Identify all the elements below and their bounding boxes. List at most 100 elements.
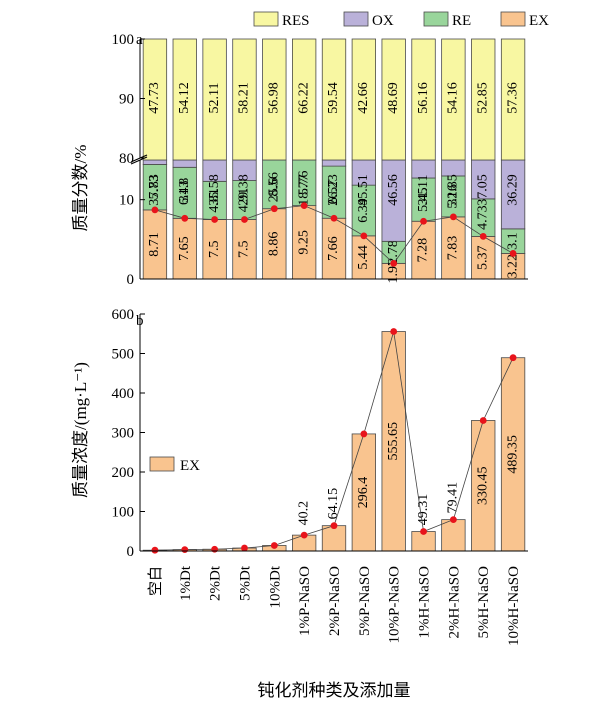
panel-b-bars: 40.2 64.15 296.4 555.65 49.31 79.41 330.45 489.… [142, 331, 526, 552]
data-label-ex: 1.97 [386, 259, 401, 284]
y-tick-label: 200 [112, 465, 135, 481]
data-label-res: 47.73 [147, 82, 162, 114]
bar-segment-res [232, 38, 257, 161]
data-label-ox: 18.77 [296, 174, 311, 206]
panel-a-ex-line [151, 202, 517, 267]
data-label-ox: 29.38 [237, 174, 252, 206]
data-label-re: 6.39 [356, 198, 371, 223]
data-label-ex: 64.15 [326, 488, 341, 520]
data-label-ex: 49.31 [416, 494, 431, 526]
ex-point [181, 214, 189, 222]
y-tick-label: 0 [127, 544, 135, 560]
data-label-ox: 32.85 [446, 174, 461, 206]
data-label-ex: 489.35 [505, 435, 520, 474]
data-label-ex: 9.25 [296, 230, 311, 255]
ex-point [509, 250, 517, 257]
panel-b-y-axis-title: 质量浓度/(mg·L⁻¹) [71, 362, 90, 498]
bar-segment-res [262, 38, 287, 161]
ex-point [330, 214, 338, 222]
panel-b-legend: EX [149, 456, 200, 474]
y-tick-label: 100 [112, 32, 135, 48]
data-label-ex: 5.44 [356, 245, 371, 270]
data-label-res: 56.98 [267, 82, 282, 114]
x-tick-label: 5%Dt [237, 565, 253, 601]
legend-label-ex: EX [180, 458, 200, 474]
data-label-re: 4.91 [237, 188, 252, 213]
ex-point [390, 328, 398, 335]
legend-swatch-re [423, 11, 449, 27]
bar-ex [321, 525, 347, 552]
data-label-ex: 7.83 [446, 236, 461, 260]
y-tick-label: 80 [119, 151, 134, 167]
panel-a-legend: RES OX RE EX [253, 11, 549, 29]
x-tick-label: 1%H-NaSO [417, 566, 433, 639]
data-label-res: 58.21 [237, 82, 252, 114]
bar-segment-res [202, 38, 227, 161]
bar-segment-res [321, 38, 347, 161]
data-label-re: 6.57 [326, 180, 341, 205]
ex-point [509, 354, 517, 362]
ex-point [479, 417, 487, 424]
legend-label-res: RES [282, 13, 310, 29]
x-tick-label: 5%H-NaSO [476, 566, 492, 639]
ex-point [330, 522, 338, 530]
ex-point [420, 528, 427, 535]
ex-point [449, 516, 457, 524]
data-label-ex: 40.2 [296, 501, 311, 526]
bar-segment-ox [142, 159, 168, 165]
ex-point [241, 216, 248, 223]
x-tick-label: 1%Dt [178, 565, 194, 601]
x-tick-label: 10%Dt [267, 565, 283, 608]
data-label-re: 5.16 [446, 184, 461, 209]
legend-swatch-ex [149, 456, 175, 472]
panel-a-stacked-bar-chart: a RES OX RE EX 8.715.7337.8347.737.656.4331… [71, 11, 549, 288]
data-label-ox: 35.58 [207, 174, 222, 206]
legend-swatch-res [253, 11, 279, 27]
ex-point [270, 205, 278, 213]
data-label-ox: 36.29 [505, 174, 520, 206]
bar-segment-res [471, 38, 496, 161]
bar-segment-res [351, 38, 376, 161]
data-label-ex: 7.5 [207, 241, 222, 259]
axis-break-mark [130, 154, 148, 163]
bar-segment-res [292, 38, 317, 161]
data-label-res: 54.16 [446, 82, 461, 114]
y-tick-label: 300 [112, 426, 135, 442]
data-label-ex: 555.65 [386, 422, 401, 461]
panel-a-y-axis-title: 质量分数/% [71, 145, 90, 232]
panel-b-y-axis: 0 100 200 300 400 500 600 [112, 307, 528, 560]
data-label-ox: 31.8 [177, 178, 192, 203]
bar-segment-ox [321, 159, 347, 167]
ex-point [270, 542, 278, 549]
panel-b-bar-chart: b 40.264.15296.4555.6549.3179.41330.4548… [71, 307, 528, 700]
data-label-re: 3.1 [505, 232, 520, 250]
legend-label-ex: EX [529, 13, 549, 29]
data-label-ox: 46.56 [386, 174, 401, 206]
y-tick-label: 90 [119, 92, 134, 108]
data-label-re: 5.45 [416, 187, 431, 212]
legend-swatch-ex [500, 11, 526, 27]
x-tick-label: 1%P-NaSO [297, 566, 313, 636]
ex-point [479, 232, 487, 240]
data-label-ex: 330.45 [475, 466, 490, 505]
data-label-res: 52.85 [475, 82, 490, 114]
x-tick-label: 10%H-NaSO [506, 566, 522, 646]
data-label-ex: 296.4 [356, 477, 371, 509]
ex-point [241, 544, 248, 552]
data-label-ex: 7.28 [416, 238, 431, 263]
data-label-ox: 37.05 [475, 174, 490, 206]
data-label-ex: 7.65 [177, 236, 192, 261]
ex-point [151, 206, 159, 214]
bar-segment-res [172, 38, 197, 161]
bar-segment-res [500, 38, 526, 161]
data-label-ox: 45.51 [356, 174, 371, 206]
ex-point [360, 232, 368, 240]
y-tick-label: 10 [119, 193, 134, 209]
ex-point [211, 545, 219, 553]
y-tick-label: 500 [112, 347, 135, 363]
data-label-ex: 79.41 [446, 482, 461, 514]
panel-b-ex-line [151, 328, 517, 554]
data-label-ox: 26.23 [326, 174, 341, 206]
ex-point [300, 531, 308, 539]
